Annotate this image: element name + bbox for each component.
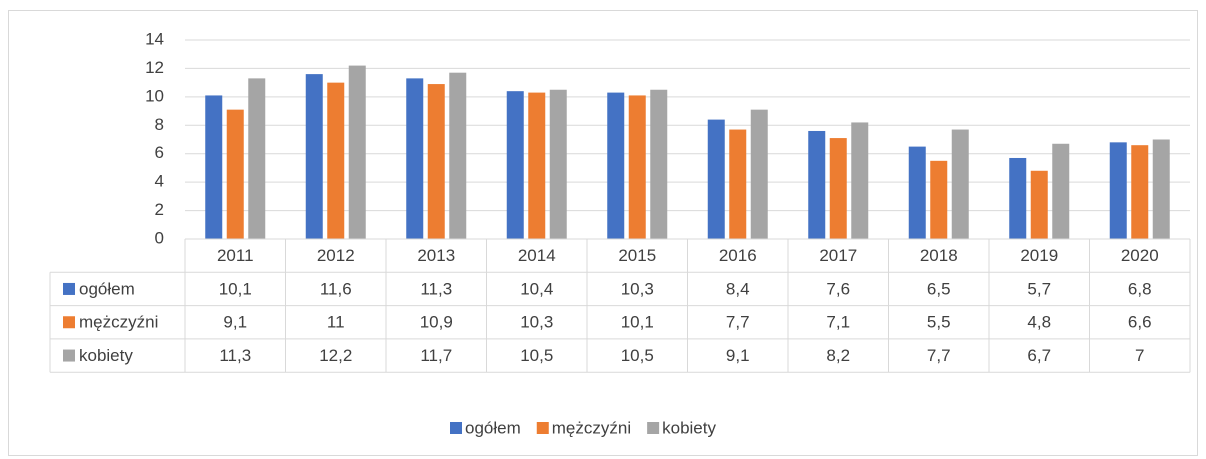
table-cell: 9,1 bbox=[726, 346, 750, 365]
bar bbox=[650, 89, 668, 239]
y-tick-label: 10 bbox=[145, 86, 164, 105]
table-cell: 11,3 bbox=[219, 346, 251, 365]
bar bbox=[1052, 143, 1070, 239]
bar bbox=[1109, 142, 1127, 239]
y-tick-label: 4 bbox=[155, 172, 164, 191]
table-cell: 11,3 bbox=[420, 279, 452, 298]
table-cell: 10,3 bbox=[520, 313, 553, 332]
table-cell: 6,6 bbox=[1128, 313, 1152, 332]
bar bbox=[1131, 145, 1149, 239]
table-cell: 10,5 bbox=[520, 346, 553, 365]
table-legend-key bbox=[63, 282, 75, 295]
table-cell: 11,6 bbox=[320, 279, 352, 298]
bar bbox=[607, 92, 625, 239]
table-row-label: ogółem bbox=[79, 279, 135, 298]
y-tick-label: 0 bbox=[155, 228, 164, 247]
table-cell: 10,4 bbox=[520, 279, 553, 298]
bar bbox=[549, 89, 567, 239]
table-cell: 10,3 bbox=[621, 279, 654, 298]
table-cell: 7 bbox=[1135, 346, 1144, 365]
table-cell: 12,2 bbox=[319, 346, 352, 365]
table-cell: 7,7 bbox=[726, 313, 750, 332]
x-tick-label: 2015 bbox=[618, 246, 656, 265]
table-cell: 9,1 bbox=[223, 313, 247, 332]
bar bbox=[951, 129, 969, 239]
bar bbox=[348, 65, 366, 239]
table-cell: 5,7 bbox=[1027, 279, 1051, 298]
bar bbox=[1152, 139, 1170, 239]
table-cell: 8,4 bbox=[726, 279, 750, 298]
table-cell: 4,8 bbox=[1027, 313, 1051, 332]
table-cell: 7,6 bbox=[826, 279, 850, 298]
bar bbox=[851, 122, 869, 239]
bar bbox=[506, 91, 524, 240]
table-cell: 10,1 bbox=[621, 313, 654, 332]
bar bbox=[1009, 157, 1027, 239]
y-tick-label: 8 bbox=[155, 115, 164, 134]
table-row-label: kobiety bbox=[79, 346, 133, 365]
table-cell: 5,5 bbox=[927, 313, 951, 332]
bar bbox=[908, 146, 926, 239]
x-tick-label: 2018 bbox=[920, 246, 958, 265]
table-cell: 8,2 bbox=[826, 346, 850, 365]
table-cell: 6,8 bbox=[1128, 279, 1152, 298]
y-tick-label: 12 bbox=[145, 58, 164, 77]
y-tick-label: 14 bbox=[145, 29, 164, 48]
x-tick-label: 2013 bbox=[417, 246, 455, 265]
x-tick-label: 2017 bbox=[819, 246, 857, 265]
legend-label: mężczyźni bbox=[552, 418, 631, 437]
bar bbox=[327, 82, 345, 240]
table-cell: 10,9 bbox=[420, 313, 453, 332]
bar bbox=[449, 72, 467, 239]
bar bbox=[930, 160, 948, 239]
bar bbox=[406, 78, 424, 239]
table-cell: 11 bbox=[327, 313, 345, 332]
bar bbox=[808, 130, 826, 239]
legend-key bbox=[647, 422, 660, 434]
table-cell: 10,5 bbox=[621, 346, 654, 365]
table-cell: 7,1 bbox=[826, 313, 850, 332]
legend-key bbox=[536, 422, 549, 434]
x-tick-label: 2020 bbox=[1121, 246, 1159, 265]
bar bbox=[305, 74, 323, 239]
legend-key bbox=[450, 422, 462, 434]
y-tick-label: 2 bbox=[155, 200, 164, 219]
table-cell: 11,7 bbox=[420, 346, 452, 365]
x-tick-label: 2014 bbox=[518, 246, 556, 265]
bar bbox=[729, 129, 747, 239]
table-cell: 6,7 bbox=[1027, 346, 1051, 365]
bar bbox=[226, 109, 244, 240]
bar bbox=[707, 119, 725, 239]
bar bbox=[528, 92, 546, 239]
table-cell: 6,5 bbox=[927, 279, 951, 298]
legend-label: ogółem bbox=[465, 418, 521, 437]
legend-label: kobiety bbox=[662, 418, 716, 437]
table-row-label: mężczyźni bbox=[79, 313, 158, 332]
table-legend-key bbox=[63, 349, 75, 362]
y-tick-label: 6 bbox=[155, 143, 164, 162]
bar bbox=[248, 78, 266, 239]
bar bbox=[205, 95, 223, 239]
table-cell: 10,1 bbox=[219, 279, 252, 298]
table-legend-key bbox=[63, 316, 75, 329]
x-tick-label: 2012 bbox=[317, 246, 355, 265]
bar bbox=[829, 138, 847, 239]
table-cell: 7,7 bbox=[927, 346, 951, 365]
bar bbox=[1030, 170, 1048, 239]
bar bbox=[628, 95, 646, 239]
bar bbox=[427, 84, 445, 239]
x-tick-label: 2019 bbox=[1020, 246, 1058, 265]
bar bbox=[750, 109, 768, 240]
x-tick-label: 2011 bbox=[217, 246, 254, 265]
x-tick-label: 2016 bbox=[719, 246, 757, 265]
